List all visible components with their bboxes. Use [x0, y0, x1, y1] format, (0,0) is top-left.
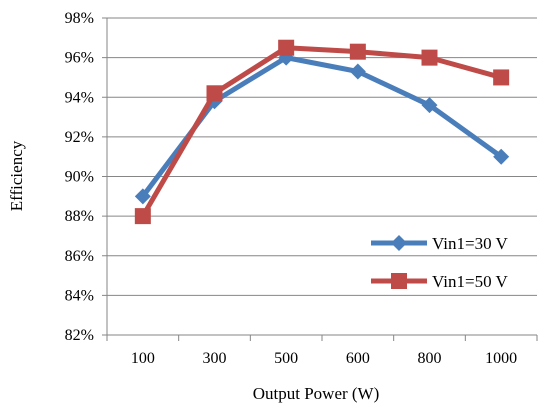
- y-tick-label: 96%: [65, 50, 94, 67]
- y-tick-label: 82%: [65, 327, 94, 344]
- data-point-square: [134, 208, 151, 225]
- data-point-square: [421, 49, 438, 66]
- legend-item: Vin1=50 V: [371, 272, 509, 291]
- data-point-square: [349, 43, 366, 60]
- y-axis-label: Efficiency: [7, 140, 26, 211]
- data-point-diamond: [134, 188, 151, 205]
- series: [134, 39, 510, 225]
- legend-swatch-marker: [391, 273, 407, 289]
- gridlines: [107, 17, 537, 296]
- data-point-diamond: [493, 148, 510, 165]
- y-tick-label: 98%: [65, 10, 94, 27]
- x-tick-label: 800: [418, 350, 442, 367]
- data-point-diamond: [421, 97, 438, 114]
- x-tick-label: 300: [203, 350, 227, 367]
- legend-item: Vin1=30 V: [371, 234, 509, 253]
- legend: Vin1=30 V Vin1=50 V: [371, 234, 509, 291]
- x-tick-label: 500: [274, 350, 298, 367]
- data-point-diamond: [349, 63, 366, 80]
- y-tick-label: 88%: [65, 208, 94, 225]
- data-point-square: [206, 85, 223, 102]
- x-tick-label: 1000: [485, 350, 517, 367]
- legend-label: Vin1=30 V: [432, 234, 509, 253]
- y-tick-label: 94%: [65, 89, 94, 106]
- x-tick-label: 100: [131, 350, 155, 367]
- y-tick-label: 90%: [65, 169, 94, 186]
- legend-swatch-marker: [391, 235, 407, 251]
- x-axis-label: Output Power (W): [253, 384, 380, 403]
- data-point-square: [278, 39, 295, 56]
- legend-label: Vin1=50 V: [432, 272, 509, 291]
- series-line: [140, 45, 502, 218]
- series-1: [134, 49, 510, 205]
- y-tick-label: 84%: [65, 287, 94, 304]
- axes: [102, 17, 538, 341]
- x-tick-labels: 100 300 500 600 800 1000: [131, 350, 517, 367]
- data-point-square: [493, 69, 510, 86]
- y-tick-label: 86%: [65, 248, 94, 265]
- y-tick-label: 92%: [65, 129, 94, 146]
- y-tick-labels: 82% 84% 86% 88% 90% 92% 94% 96% 98%: [65, 10, 94, 344]
- series-2: [134, 39, 510, 225]
- x-tick-label: 600: [346, 350, 370, 367]
